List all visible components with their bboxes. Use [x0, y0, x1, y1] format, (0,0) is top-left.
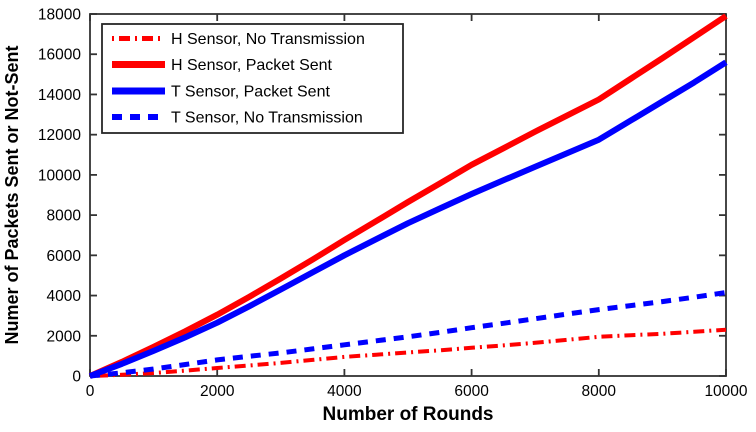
tick-labels: 0 2000 4000 6000 8000 10000 0 2000 4000 6000 8000 1… — [38, 7, 748, 401]
y-tick-label: 14000 — [38, 87, 81, 104]
y-tick-label: 2000 — [47, 328, 82, 345]
x-tick-label: 8000 — [582, 383, 617, 400]
y-tick-label: 4000 — [47, 288, 82, 305]
y-tick-label: 10000 — [38, 167, 81, 184]
y-tick-label: 12000 — [38, 127, 81, 144]
legend: H Sensor, No Transmission H Sensor, Packe… — [101, 23, 404, 134]
y-tick-label: 6000 — [47, 248, 82, 265]
plot-box — [89, 13, 727, 377]
x-tick-label: 10000 — [704, 383, 747, 400]
series-line — [88, 59, 728, 379]
series-line — [88, 13, 728, 379]
legend-item-label: T Sensor, No Transmission — [171, 110, 363, 127]
y-tick-label: 0 — [72, 369, 81, 386]
series-line — [89, 327, 727, 378]
y-tick-label: 16000 — [38, 47, 81, 64]
y-tick-label: 18000 — [38, 7, 81, 24]
x-tick-label: 6000 — [454, 383, 489, 400]
x-axis-label: Number of Rounds — [323, 404, 494, 425]
series-lines — [88, 13, 728, 379]
x-tick-label: 2000 — [200, 383, 235, 400]
x-tick-label: 0 — [86, 383, 95, 400]
legend-items: H Sensor, No Transmission H Sensor, Packe… — [112, 31, 365, 127]
legend-item-label: H Sensor, No Transmission — [171, 31, 365, 48]
y-axis-label: Numer of Packets Sent or Not-Sent — [2, 45, 22, 344]
y-tick-label: 8000 — [47, 208, 82, 225]
x-tick-label: 4000 — [327, 383, 362, 400]
legend-item-label: T Sensor, Packet Sent — [171, 84, 330, 101]
legend-item-label: H Sensor, Packet Sent — [171, 57, 333, 74]
